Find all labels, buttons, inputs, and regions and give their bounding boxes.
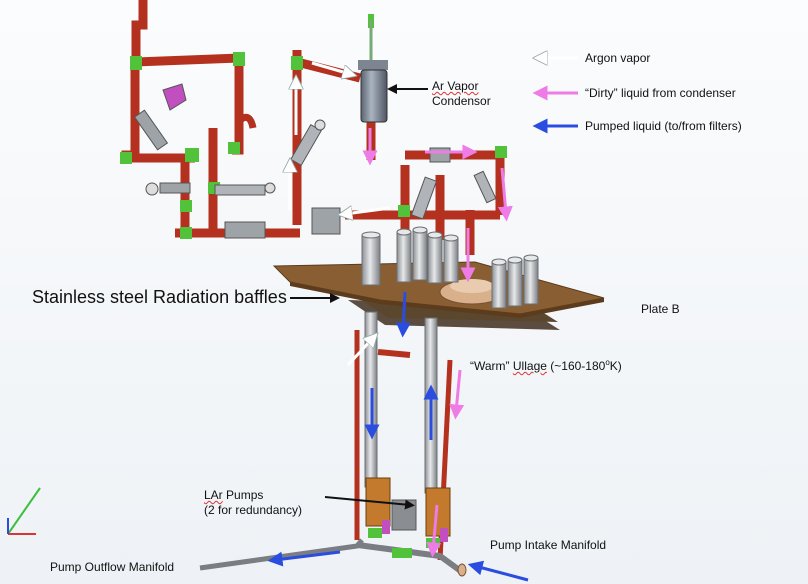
callout-pumps xyxy=(324,496,415,510)
cylinder xyxy=(491,261,507,309)
lar-pumps-label: LAr Pumps (2 for redundancy) xyxy=(204,488,302,518)
cylinder xyxy=(523,257,539,305)
legend-pumped-liquid-label: Pumped liquid (to/from filters) xyxy=(585,119,742,133)
valves xyxy=(133,83,497,239)
manifold-fitting xyxy=(392,548,412,558)
cylinder xyxy=(427,234,443,284)
legend-dirty-liquid-label: “Dirty” liquid from condenser xyxy=(585,86,736,100)
legend-argon-vapor-label: Argon vapor xyxy=(585,51,651,65)
cylinder-cap xyxy=(507,256,523,264)
fitting xyxy=(185,148,199,162)
ullage-label-sup: o xyxy=(605,358,610,367)
cylinder-cap xyxy=(523,254,539,262)
condensor-label: Ar Vapor Condensor xyxy=(432,79,491,109)
ar-vapor-condenser xyxy=(358,20,388,123)
pipe-to-condenser xyxy=(295,57,362,83)
plate-cylinders xyxy=(361,226,539,309)
axis-y xyxy=(7,487,41,535)
cylinder xyxy=(361,234,381,286)
arrow-dirty-liquid xyxy=(497,167,513,222)
lar-pumps-label-line2: (2 for redundancy) xyxy=(204,503,303,517)
cylinder xyxy=(507,259,523,307)
cylinder-cap xyxy=(427,231,443,239)
pump-fitting xyxy=(368,528,382,538)
cylinder-cap xyxy=(412,226,428,234)
dirty-liquid-arrows xyxy=(362,128,513,558)
callout-arrows xyxy=(290,84,428,510)
arrow-dirty-liquid xyxy=(449,369,465,420)
cylinder-cap xyxy=(396,228,412,236)
argon-vapor-arrows xyxy=(290,61,391,367)
arrow-argon-vapor xyxy=(345,208,391,214)
cylinder xyxy=(443,237,459,283)
fitting xyxy=(130,56,142,70)
ullage-label-end: K) xyxy=(609,359,622,373)
valve-handwheel xyxy=(314,119,326,131)
valve-body xyxy=(410,176,438,220)
cylinder-cap xyxy=(491,258,507,266)
ullage-label-pre: “Warm” xyxy=(470,359,510,373)
valve-handwheel xyxy=(145,182,159,196)
pump-intake-label: Pump Intake Manifold xyxy=(490,538,607,552)
pipe-stub xyxy=(377,349,411,358)
arrow-pumped-liquid xyxy=(395,291,411,338)
baffles-label: Stainless steel Radiation baffles xyxy=(32,287,287,307)
arrow-pumped-liquid xyxy=(467,560,529,582)
valve-body xyxy=(159,182,191,194)
cylinder-cap xyxy=(443,234,459,242)
pipe-elbow xyxy=(237,113,257,129)
condenser-body xyxy=(360,69,388,123)
magenta-coupling xyxy=(440,528,448,542)
valve-body xyxy=(214,184,266,196)
lar-pumps-label-b: Pumps xyxy=(226,488,264,502)
plate-b-label: Plate B xyxy=(641,302,680,316)
condensor-label-line2: Condensor xyxy=(432,94,491,108)
pump-outflow-label: Pump Outflow Manifold xyxy=(50,560,175,574)
fitting xyxy=(495,146,507,158)
axis-triad xyxy=(7,487,41,535)
arrow-argon-vapor xyxy=(346,338,373,367)
fitting xyxy=(180,200,192,212)
arrow-argon-vapor xyxy=(311,61,350,74)
pump-columns xyxy=(354,311,453,561)
lar-pumps-label-a: LAr xyxy=(204,488,223,502)
fitting xyxy=(233,52,245,66)
fitting xyxy=(180,227,192,239)
valve-body xyxy=(133,109,169,151)
magenta-coupling xyxy=(382,520,390,534)
fitting xyxy=(291,56,303,70)
valve-body xyxy=(311,207,341,235)
fitting xyxy=(120,152,132,164)
fitting xyxy=(398,205,410,217)
arrow-pumped-liquid xyxy=(267,550,341,567)
cylinder xyxy=(412,229,428,281)
arrow-dirty-liquid xyxy=(426,504,442,558)
ullage-label-word: Ullage xyxy=(512,359,547,373)
valve-body xyxy=(473,170,497,204)
legend-arrows xyxy=(532,58,578,134)
valve-handwheel xyxy=(264,182,276,194)
pumped-liquid-arrows xyxy=(267,291,529,582)
valve-body xyxy=(429,147,451,163)
flange-inner xyxy=(450,279,494,293)
condenser-head xyxy=(358,60,388,70)
cylinder xyxy=(396,231,412,283)
pump-outflow-manifold xyxy=(199,538,364,571)
valve-body xyxy=(224,221,266,239)
ullage-label-post: (~160-180 xyxy=(550,359,606,373)
ullage-label: “Warm” Ullage (~160-180oK) xyxy=(470,355,622,374)
magenta-filter-funnel xyxy=(162,83,187,111)
manifold-flange xyxy=(457,563,467,577)
cylinder-cap xyxy=(361,231,381,239)
fitting xyxy=(228,142,240,154)
condensor-label-line1: Ar Vapor xyxy=(432,79,479,93)
